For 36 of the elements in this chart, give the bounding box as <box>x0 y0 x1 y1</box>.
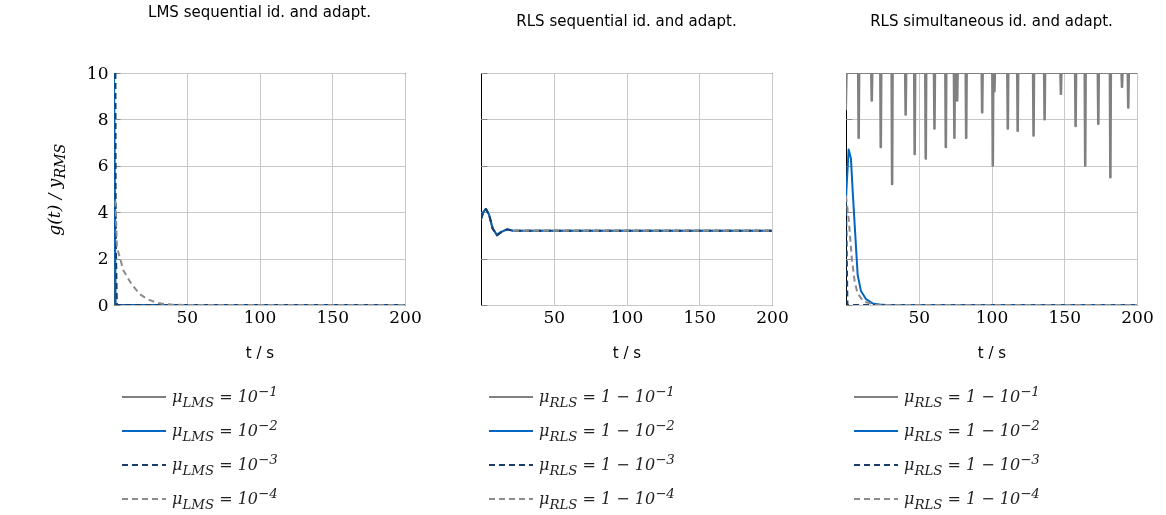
x-axis-title: t / s <box>245 343 275 362</box>
x-axis-title: t / s <box>612 343 642 362</box>
x-tick-label: 200 <box>1121 306 1154 327</box>
legend-label: μ$_{LMS}$ = 10$^{−3}$ <box>172 452 278 478</box>
y-tick-label: 8 <box>97 108 109 129</box>
x-tick-label: 100 <box>610 306 644 327</box>
x-tick-label: 50 <box>176 306 199 327</box>
x-axis-title: t / s <box>977 343 1007 362</box>
y-tick-label: 0 <box>97 294 109 315</box>
legend-label: μ$_{RLS}$ = 1 − 10$^{−4}$ <box>539 486 675 512</box>
x-tick-label: 200 <box>756 306 789 327</box>
chart-title: RLS sequential id. and adapt. <box>516 11 737 30</box>
x-tick-label: 150 <box>316 306 349 327</box>
y-tick-label: 4 <box>97 201 109 222</box>
x-tick-label: 100 <box>243 306 277 327</box>
legend-label: μ$_{RLS}$ = 1 − 10$^{−3}$ <box>539 452 675 478</box>
legend-label: μ$_{RLS}$ = 1 − 10$^{−3}$ <box>904 452 1040 478</box>
y-tick-label: 6 <box>97 155 109 176</box>
legend-label: μ$_{LMS}$ = 10$^{−4}$ <box>172 486 278 512</box>
legend-label: μ$_{RLS}$ = 1 − 10$^{−1}$ <box>539 384 675 410</box>
x-tick-label: 100 <box>975 306 1009 327</box>
legend-label: μ$_{LMS}$ = 10$^{−2}$ <box>172 418 278 444</box>
legend-label: μ$_{LMS}$ = 10$^{−1}$ <box>172 384 278 410</box>
x-tick-label: 50 <box>543 306 566 327</box>
x-tick-label: 50 <box>908 306 931 327</box>
legend-label: μ$_{RLS}$ = 1 − 10$^{−1}$ <box>904 384 1040 410</box>
y-tick-label: 10 <box>86 62 109 83</box>
legend-label: μ$_{RLS}$ = 1 − 10$^{−2}$ <box>904 418 1040 444</box>
chart-title: RLS simultaneous id. and adapt. <box>870 11 1113 30</box>
legend-label: μ$_{RLS}$ = 1 − 10$^{−2}$ <box>539 418 675 444</box>
x-tick-label: 150 <box>683 306 716 327</box>
legend-label: μ$_{RLS}$ = 1 − 10$^{−4}$ <box>904 486 1040 512</box>
x-tick-label: 150 <box>1048 306 1081 327</box>
y-tick-label: 2 <box>97 248 109 269</box>
x-tick-label: 200 <box>389 306 422 327</box>
chart-title: LMS sequential id. and adapt. <box>148 3 371 21</box>
